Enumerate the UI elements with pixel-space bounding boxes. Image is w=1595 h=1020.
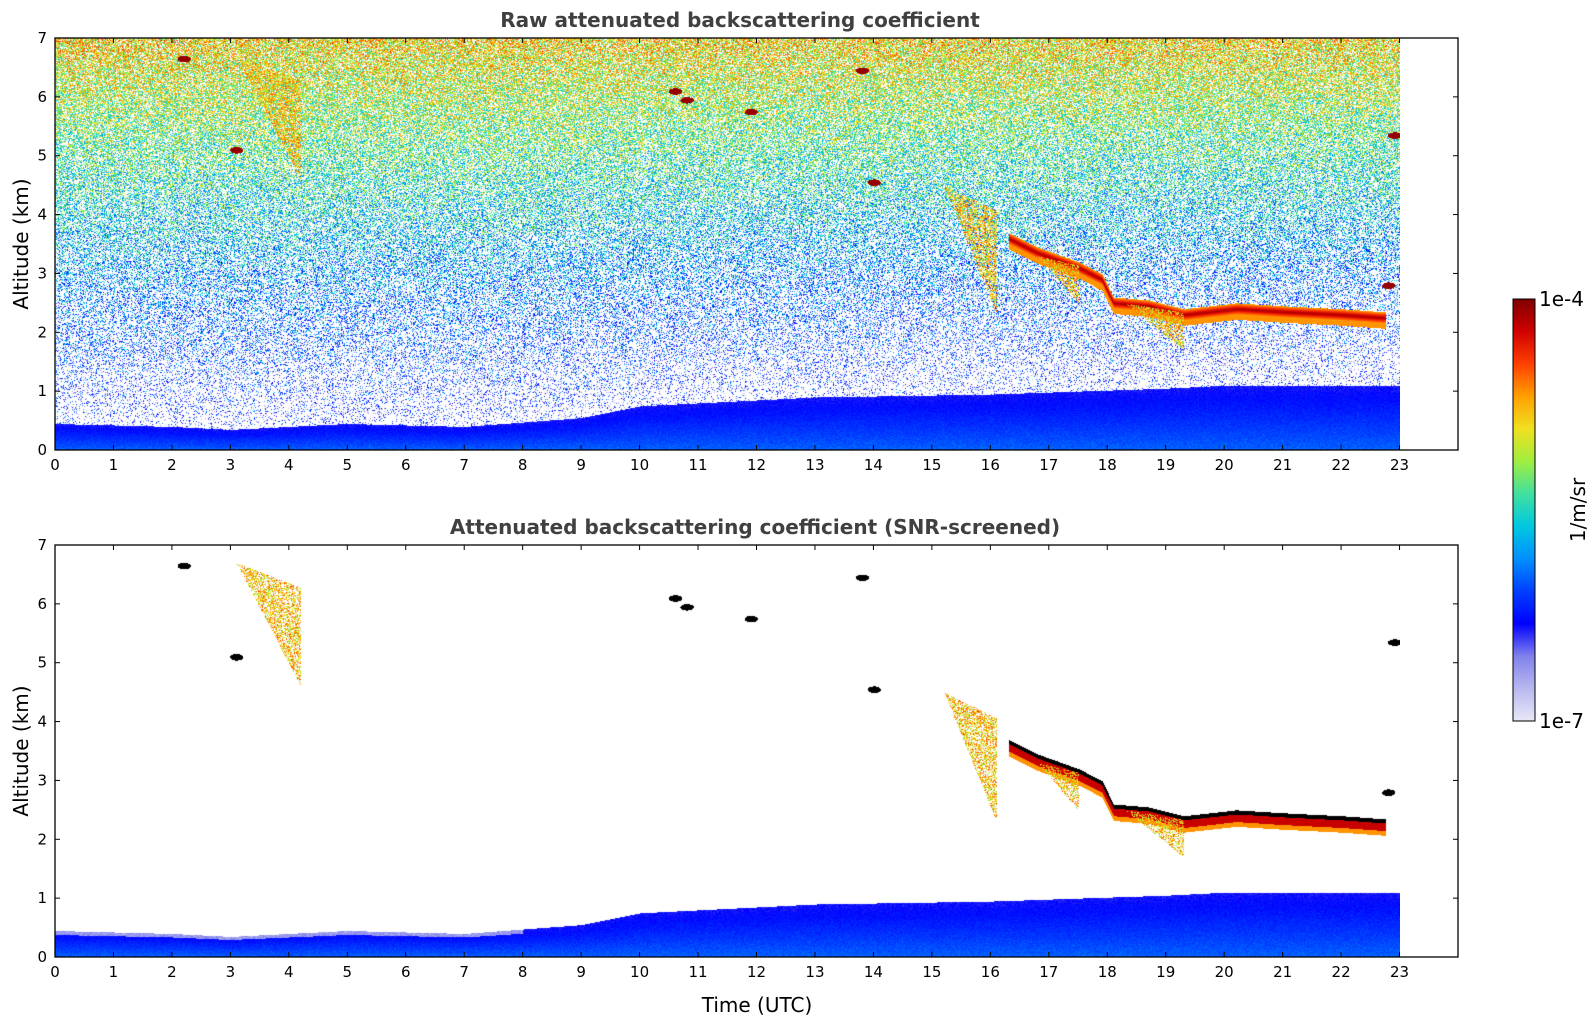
x-tick-label: 18 [1098, 963, 1117, 981]
x-tick-label: 12 [747, 456, 766, 474]
colorbar-unit-label: 1/m/sr [1566, 477, 1590, 542]
x-tick-label: 19 [1156, 456, 1175, 474]
x-tick-label: 7 [459, 963, 469, 981]
y-tick-label: 4 [37, 206, 47, 224]
colorbar: 1e-4 1e-7 1/m/sr [1512, 287, 1590, 733]
x-tick-label: 0 [50, 456, 60, 474]
x-tick-label: 12 [747, 963, 766, 981]
x-tick-label: 6 [401, 456, 411, 474]
raw-backscatter-panel: Raw attenuated backscattering coefficien… [9, 8, 1459, 474]
x-tick-label: 4 [284, 456, 294, 474]
x-tick-label: 3 [226, 963, 236, 981]
screened-y-axis-label: Altitude (km) [9, 685, 33, 816]
x-tick-label: 2 [167, 456, 177, 474]
raw-heatmap-field [55, 38, 1400, 450]
x-tick-label: 22 [1332, 456, 1351, 474]
y-tick-label: 5 [37, 147, 47, 165]
x-tick-label: 16 [981, 963, 1000, 981]
time-axis-label: Time (UTC) [701, 993, 813, 1017]
x-tick-label: 16 [981, 456, 1000, 474]
y-tick-label: 3 [37, 264, 47, 282]
x-tick-label: 0 [50, 963, 60, 981]
raw-axes: 0 1 2 3 4 5 6 7 8 9 10 11 12 13 14 15 16 17 18 19 20 21 22 2301… [37, 29, 1458, 474]
x-tick-label: 15 [922, 456, 941, 474]
x-tick-label: 21 [1273, 456, 1292, 474]
x-tick-label: 7 [459, 456, 469, 474]
screened-backscatter-panel: Attenuated backscattering coefficient (S… [9, 515, 1459, 1017]
x-tick-label: 10 [630, 456, 649, 474]
y-tick-label: 2 [37, 830, 47, 848]
x-tick-label: 6 [401, 963, 411, 981]
x-tick-label: 15 [922, 963, 941, 981]
raw-y-axis-label: Altitude (km) [9, 178, 33, 309]
x-tick-label: 3 [226, 456, 236, 474]
x-tick-label: 1 [109, 963, 119, 981]
y-tick-label: 6 [37, 595, 47, 613]
x-tick-label: 22 [1332, 963, 1351, 981]
screened-panel-title: Attenuated backscattering coefficient (S… [450, 515, 1060, 539]
y-tick-label: 3 [37, 771, 47, 789]
x-tick-label: 20 [1215, 963, 1234, 981]
x-tick-label: 10 [630, 963, 649, 981]
x-tick-label: 5 [343, 963, 353, 981]
x-tick-label: 11 [688, 963, 707, 981]
y-tick-label: 6 [37, 88, 47, 106]
y-tick-label: 0 [37, 948, 47, 966]
x-tick-label: 13 [805, 963, 824, 981]
y-tick-label: 1 [37, 889, 47, 907]
colorbar-max-label: 1e-4 [1539, 287, 1584, 311]
colorbar-min-label: 1e-7 [1539, 709, 1584, 733]
screened-axes: 0 1 2 3 4 5 6 7 8 9 10 11 12 13 14 15 16 17 18 19 20 21 22 2301… [37, 536, 1458, 981]
y-tick-label: 1 [37, 382, 47, 400]
y-tick-label: 5 [37, 654, 47, 672]
y-tick-label: 7 [37, 29, 47, 47]
x-tick-label: 17 [1039, 963, 1058, 981]
x-tick-label: 21 [1273, 963, 1292, 981]
x-tick-label: 9 [576, 456, 586, 474]
x-tick-label: 5 [343, 456, 353, 474]
x-tick-label: 1 [109, 456, 119, 474]
x-tick-label: 19 [1156, 963, 1175, 981]
y-tick-label: 4 [37, 713, 47, 731]
x-tick-label: 18 [1098, 456, 1117, 474]
x-tick-label: 14 [864, 456, 883, 474]
x-tick-label: 20 [1215, 456, 1234, 474]
x-tick-label: 14 [864, 963, 883, 981]
y-tick-label: 0 [37, 441, 47, 459]
x-tick-label: 13 [805, 456, 824, 474]
x-tick-label: 9 [576, 963, 586, 981]
x-tick-label: 2 [167, 963, 177, 981]
y-tick-label: 7 [37, 536, 47, 554]
screened-heatmap-field [55, 545, 1400, 957]
x-tick-label: 23 [1390, 456, 1409, 474]
x-tick-label: 8 [518, 456, 528, 474]
x-tick-label: 23 [1390, 963, 1409, 981]
x-tick-label: 17 [1039, 456, 1058, 474]
screened-plot-area [55, 545, 1400, 957]
y-tick-label: 2 [37, 323, 47, 341]
raw-plot-area [55, 38, 1400, 450]
x-tick-label: 8 [518, 963, 528, 981]
x-tick-label: 4 [284, 963, 294, 981]
colorbar-scale [1512, 298, 1536, 722]
raw-panel-title: Raw attenuated backscattering coefficien… [500, 8, 980, 32]
x-tick-label: 11 [688, 456, 707, 474]
